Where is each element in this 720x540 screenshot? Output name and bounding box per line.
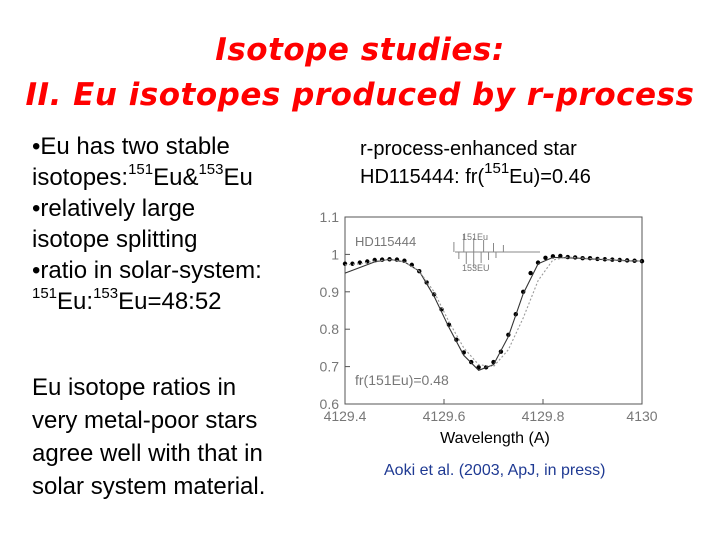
y-tick-label: 0.8 (320, 321, 340, 337)
x-tick-label: 4129.8 (522, 408, 565, 424)
synthetic-spectrum-solid (344, 256, 643, 371)
conclusion-line3: agree well with that in (32, 440, 263, 467)
conclusion-line2: very metal-poor stars (32, 407, 258, 434)
y-tick-label: 0.9 (320, 284, 340, 300)
conclusion-text: Eu isotope ratios in very metal-poor sta… (32, 371, 265, 503)
slide-title-line2: II. Eu isotopes produced by r-process (25, 77, 695, 113)
star-caption: r-process-enhanced star HD115444: fr(151… (360, 135, 591, 191)
y-tick-label: 0.7 (320, 359, 340, 375)
star-caption-line2: HD115444: fr(151Eu)=0.46 (360, 160, 591, 188)
x-axis-label: Wavelength (A) (440, 430, 550, 447)
bullet-2-line2: isotope splitting (32, 226, 198, 253)
conclusion-line1: Eu isotope ratios in (32, 374, 237, 401)
fraction-label: fr(151Eu)=0.48 (355, 372, 449, 388)
x-tick-label: 4129.4 (324, 408, 367, 424)
star-name-label: HD115444 (355, 234, 416, 249)
synthetic-spectrum-dotted (344, 256, 643, 368)
label-151eu: 151Eu (462, 232, 488, 242)
slide-title-line1: Isotope studies: (215, 32, 505, 68)
conclusion-line4: solar system material. (32, 473, 266, 500)
observed-data-point (558, 253, 563, 259)
bullet-1-line1: •Eu has two stable (32, 133, 230, 160)
y-tick-label: 0.6 (320, 396, 340, 412)
bullet-3-line1: •ratio in solar-system: (32, 257, 262, 284)
observed-data-point (350, 261, 355, 266)
label-153eu: 153EU (462, 263, 490, 273)
bullet-2-line1: •relatively large (32, 195, 196, 222)
bullet-1-line2: isotopes:151Eu&153Eu (32, 161, 253, 191)
star-caption-line1: r-process-enhanced star (360, 138, 577, 160)
citation: Aoki et al. (2003, ApJ, in press) (384, 462, 606, 479)
y-tick-label: 1.1 (320, 209, 340, 225)
x-tick-label: 4129.6 (423, 408, 466, 424)
observed-data-point (639, 258, 645, 264)
observed-data-point (528, 270, 533, 276)
bullet-list: •Eu has two stable isotopes:151Eu&153Eu … (32, 131, 262, 317)
observed-data-point (543, 255, 548, 260)
y-tick-label: 1 (331, 246, 339, 262)
plot-frame (344, 216, 643, 405)
x-tick-label: 4130 (626, 408, 657, 424)
bullet-3-line2: 151Eu:153Eu=48:52 (32, 285, 222, 315)
